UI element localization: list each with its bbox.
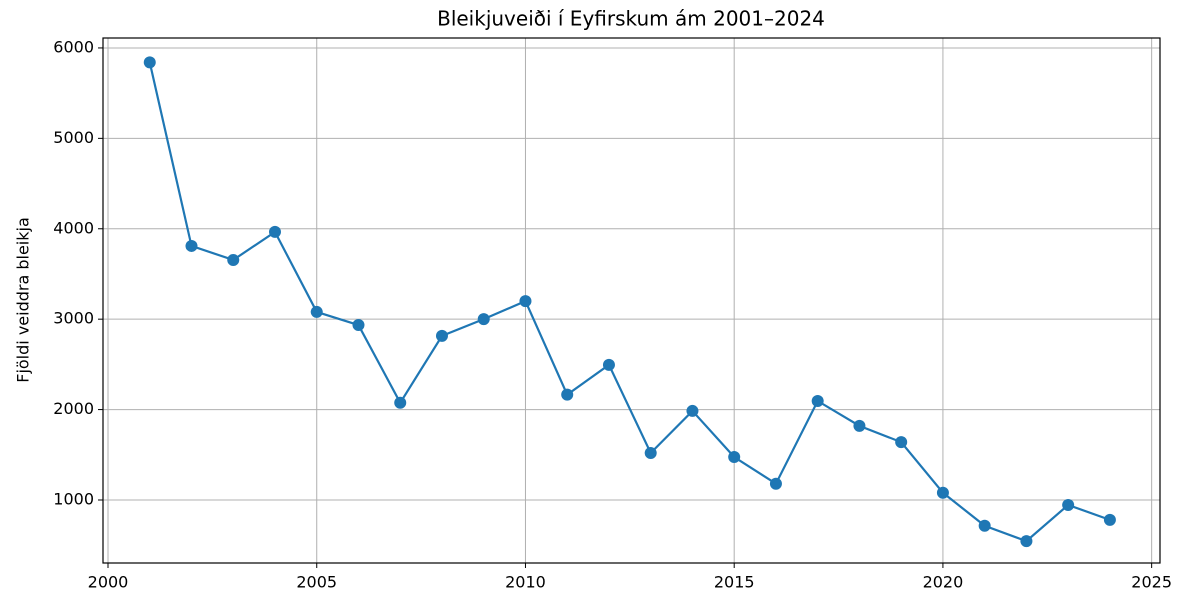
point — [394, 396, 407, 409]
x-tick-label: 2010 — [505, 573, 546, 592]
x-tick-label: 2025 — [1131, 573, 1172, 592]
point — [1062, 498, 1075, 511]
x-tick-label: 2000 — [88, 573, 129, 592]
point — [895, 436, 908, 449]
point — [268, 225, 281, 238]
point — [978, 519, 991, 532]
point — [227, 253, 240, 266]
point — [352, 319, 365, 332]
point — [477, 313, 490, 326]
point — [519, 295, 532, 308]
y-tick-label: 6000 — [53, 37, 94, 56]
point — [686, 404, 699, 417]
y-tick-label: 4000 — [53, 218, 94, 237]
x-tick-label: 2005 — [296, 573, 337, 592]
y-tick-label: 2000 — [53, 399, 94, 418]
x-tick-label: 2015 — [714, 573, 755, 592]
point — [644, 446, 657, 459]
point — [143, 56, 156, 69]
point — [602, 358, 615, 371]
point — [435, 329, 448, 342]
y-tick-label: 5000 — [53, 128, 94, 147]
point — [769, 477, 782, 490]
point — [185, 239, 198, 252]
line — [148, 62, 1111, 543]
axes-frame — [102, 37, 1161, 564]
point — [936, 486, 949, 499]
y-tick-label: 1000 — [53, 489, 94, 508]
chart-title: Bleikjuveiði í Eyfirskum ám 2001–2024 — [437, 7, 825, 31]
point — [853, 419, 866, 432]
point — [310, 305, 323, 318]
point — [811, 394, 824, 407]
y-axis-label: Fjöldi veiddra bleikja — [14, 217, 33, 383]
plot-area: 1000 2000 3000 4000 5000 6000 2000 2005 2010 2015… — [53, 37, 1172, 591]
point — [728, 451, 741, 464]
point — [1020, 535, 1033, 548]
point — [1103, 513, 1116, 526]
x-tick-label: 2020 — [923, 573, 964, 592]
y-tick-label: 3000 — [53, 309, 94, 328]
point — [561, 388, 574, 401]
